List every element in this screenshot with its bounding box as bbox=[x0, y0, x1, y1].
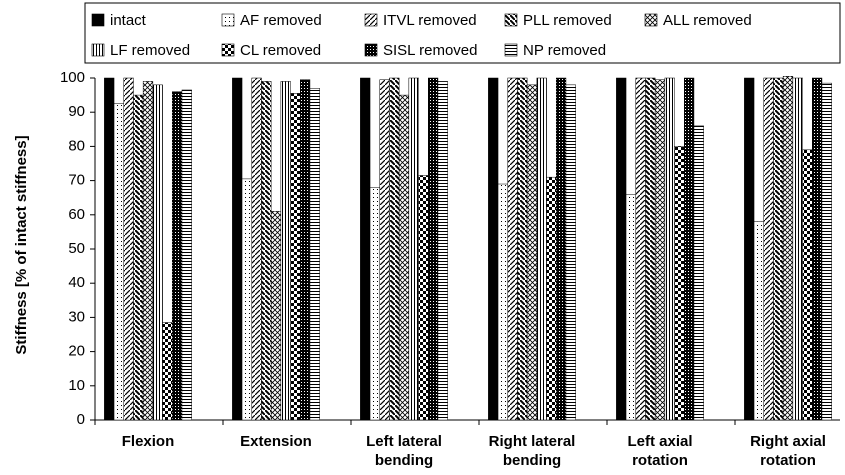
bar bbox=[398, 94, 410, 421]
legend-swatch bbox=[504, 43, 518, 57]
x-tick-label: Left axial bbox=[627, 433, 692, 450]
bar bbox=[507, 77, 518, 421]
legend-swatch bbox=[91, 13, 105, 27]
x-tick-label: Flexion bbox=[122, 433, 175, 450]
bar bbox=[181, 89, 192, 421]
bar bbox=[123, 77, 134, 421]
bar bbox=[497, 183, 508, 421]
bar bbox=[113, 103, 125, 421]
legend-label: intact bbox=[110, 12, 147, 29]
legend-swatch bbox=[644, 13, 658, 27]
legend-swatch bbox=[364, 43, 378, 57]
legend-box bbox=[84, 2, 841, 64]
x-tick-label: Extension bbox=[240, 433, 312, 450]
legend-label: NP removed bbox=[523, 42, 606, 59]
bar bbox=[773, 77, 784, 421]
legend-label: CL removed bbox=[240, 42, 321, 59]
bar bbox=[792, 77, 803, 421]
bar bbox=[654, 79, 666, 421]
bar bbox=[428, 77, 439, 421]
bar bbox=[437, 81, 448, 421]
bar bbox=[162, 322, 173, 421]
y-tick-label: 30 bbox=[68, 308, 85, 325]
bar bbox=[290, 93, 301, 421]
y-tick-label: 40 bbox=[68, 274, 85, 291]
x-tick-label: Left lateral bbox=[366, 433, 442, 450]
y-tick-label: 100 bbox=[60, 69, 85, 86]
bar bbox=[133, 94, 144, 421]
bar bbox=[104, 77, 115, 421]
bar bbox=[812, 77, 823, 421]
legend-label: PLL removed bbox=[523, 12, 612, 29]
bar bbox=[142, 81, 154, 421]
bar bbox=[763, 77, 774, 421]
legend-label: SISL removed bbox=[383, 42, 478, 59]
bar bbox=[645, 77, 656, 421]
bar bbox=[369, 187, 380, 421]
y-tick-label: 80 bbox=[68, 137, 85, 154]
bar bbox=[753, 221, 764, 421]
y-tick-label: 60 bbox=[68, 206, 85, 223]
bar bbox=[536, 77, 547, 421]
y-tick-label: 0 bbox=[77, 411, 85, 428]
bar bbox=[782, 76, 794, 421]
y-tick-label: 10 bbox=[68, 377, 85, 394]
bar bbox=[172, 91, 183, 421]
bar bbox=[556, 77, 567, 421]
bar bbox=[389, 77, 400, 421]
x-tick-label: Right axial bbox=[750, 433, 826, 450]
bar bbox=[280, 81, 291, 421]
bar bbox=[616, 77, 627, 421]
bar bbox=[802, 149, 813, 421]
bar bbox=[408, 77, 419, 421]
legend-swatch bbox=[91, 43, 105, 57]
legend-label: AF removed bbox=[240, 12, 322, 29]
legend-label: ALL removed bbox=[663, 12, 752, 29]
bar bbox=[821, 82, 832, 421]
y-tick-label: 20 bbox=[68, 343, 85, 360]
y-tick-label: 90 bbox=[68, 103, 85, 120]
x-tick-label: Right lateral bbox=[489, 433, 576, 450]
bar bbox=[360, 77, 371, 421]
bar bbox=[309, 88, 320, 421]
bar bbox=[488, 77, 499, 421]
x-tick-label: bending bbox=[503, 452, 561, 469]
bar bbox=[270, 211, 282, 421]
bar bbox=[625, 194, 636, 421]
bar bbox=[684, 77, 695, 421]
legend-swatch bbox=[221, 43, 235, 57]
legend-label: ITVL removed bbox=[383, 12, 477, 29]
bar bbox=[693, 125, 704, 421]
legend-label: LF removed bbox=[110, 42, 190, 59]
x-tick-label: rotation bbox=[760, 452, 816, 469]
bar bbox=[526, 84, 538, 421]
bar bbox=[241, 178, 253, 421]
bar bbox=[261, 81, 272, 421]
legend-swatch bbox=[364, 13, 378, 27]
bar bbox=[251, 77, 262, 421]
bar bbox=[674, 146, 685, 421]
bar bbox=[565, 84, 576, 421]
y-axis-label: Stiffness [% of intact stiffness] bbox=[13, 135, 30, 354]
bar bbox=[517, 77, 528, 421]
bar bbox=[379, 79, 390, 421]
bar bbox=[418, 175, 429, 421]
y-tick-label: 50 bbox=[68, 240, 85, 257]
bar bbox=[664, 77, 675, 421]
bar bbox=[152, 84, 163, 421]
bar bbox=[546, 176, 557, 421]
bar bbox=[232, 77, 243, 421]
x-tick-label: rotation bbox=[632, 452, 688, 469]
y-tick-label: 70 bbox=[68, 172, 85, 189]
bar bbox=[300, 79, 311, 421]
bar bbox=[744, 77, 755, 421]
x-tick-label: bending bbox=[375, 452, 433, 469]
legend-swatch bbox=[221, 13, 235, 27]
bar bbox=[635, 77, 646, 421]
legend-swatch bbox=[504, 13, 518, 27]
